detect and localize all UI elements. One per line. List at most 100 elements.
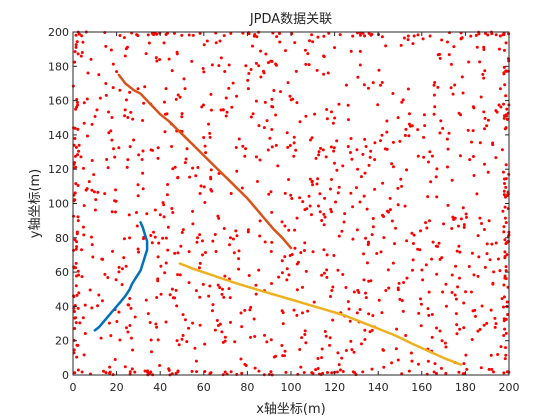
clutter-point [416, 247, 420, 251]
clutter-point [332, 46, 336, 50]
clutter-point [82, 353, 86, 357]
clutter-point [90, 188, 94, 192]
clutter-point [310, 371, 314, 375]
clutter-point [478, 60, 482, 64]
clutter-point [190, 369, 194, 373]
clutter-point [266, 148, 270, 152]
clutter-point [349, 191, 353, 195]
clutter-point [442, 222, 446, 226]
clutter-point [263, 100, 267, 104]
clutter-point [364, 236, 368, 240]
clutter-point [467, 265, 471, 269]
clutter-point [154, 56, 158, 60]
clutter-point [94, 198, 98, 202]
clutter-point [158, 57, 162, 61]
clutter-point [153, 235, 157, 239]
clutter-point [74, 145, 78, 149]
clutter-point [201, 282, 205, 286]
clutter-point [330, 210, 334, 214]
clutter-point [473, 308, 477, 312]
clutter-point [191, 321, 195, 325]
clutter-point [370, 32, 374, 36]
clutter-point [292, 308, 296, 312]
clutter-point [136, 183, 140, 187]
clutter-point [462, 362, 466, 366]
clutter-point [81, 166, 85, 170]
clutter-point [498, 269, 502, 273]
clutter-point [313, 112, 317, 116]
clutter-point [416, 362, 420, 366]
clutter-point [310, 136, 314, 140]
clutter-point [243, 308, 247, 312]
clutter-point [111, 249, 115, 253]
clutter-point [76, 215, 80, 219]
clutter-point [319, 146, 323, 150]
clutter-point [505, 300, 509, 304]
clutter-point [74, 247, 78, 251]
clutter-point [76, 183, 80, 187]
clutter-point [435, 326, 439, 330]
clutter-point [281, 322, 285, 326]
clutter-point [127, 213, 131, 217]
clutter-point [74, 182, 78, 186]
clutter-point [417, 311, 421, 315]
clutter-point [129, 306, 133, 310]
clutter-point [80, 248, 84, 252]
clutter-point [195, 240, 199, 244]
clutter-point [77, 291, 81, 295]
clutter-point [198, 233, 202, 237]
clutter-point [159, 292, 163, 296]
clutter-point [266, 61, 270, 65]
clutter-point [315, 68, 319, 72]
clutter-point [486, 33, 490, 37]
clutter-point [237, 257, 241, 261]
clutter-point [113, 155, 117, 159]
clutter-point [227, 243, 231, 247]
clutter-point [371, 217, 375, 221]
clutter-point [240, 371, 244, 375]
clutter-point [337, 234, 341, 238]
clutter-point [399, 177, 403, 181]
clutter-point [202, 185, 206, 189]
clutter-point [216, 214, 220, 218]
clutter-point [112, 147, 116, 151]
clutter-point [158, 213, 162, 217]
clutter-point [301, 200, 305, 204]
clutter-point [486, 170, 490, 174]
clutter-point [73, 136, 77, 140]
clutter-point [502, 181, 506, 185]
clutter-point [316, 356, 320, 360]
clutter-point [269, 370, 273, 374]
clutter-point [493, 325, 497, 329]
clutter-point [349, 339, 353, 343]
clutter-point [284, 370, 288, 374]
clutter-point [344, 83, 348, 87]
clutter-point [225, 110, 229, 114]
clutter-point [419, 229, 423, 233]
clutter-point [396, 186, 400, 190]
clutter-point [223, 370, 227, 374]
clutter-point [74, 274, 78, 278]
clutter-point [392, 242, 396, 246]
clutter-point [246, 78, 250, 82]
clutter-point [411, 241, 415, 245]
clutter-point [280, 259, 284, 263]
clutter-point [428, 219, 432, 223]
clutter-point [80, 50, 84, 54]
clutter-point [114, 188, 118, 192]
clutter-point [355, 311, 359, 315]
clutter-point [502, 114, 506, 118]
clutter-point [254, 283, 258, 287]
clutter-point [385, 130, 389, 134]
track-layer [93, 73, 463, 366]
clutter-point [396, 288, 400, 292]
clutter-point [108, 371, 112, 375]
clutter-point [332, 161, 336, 165]
clutter-point [328, 294, 332, 298]
clutter-point [107, 131, 111, 135]
clutter-point [239, 357, 243, 361]
clutter-point [358, 63, 362, 67]
clutter-point [111, 62, 115, 66]
clutter-point [72, 248, 76, 252]
clutter-point [329, 207, 333, 211]
